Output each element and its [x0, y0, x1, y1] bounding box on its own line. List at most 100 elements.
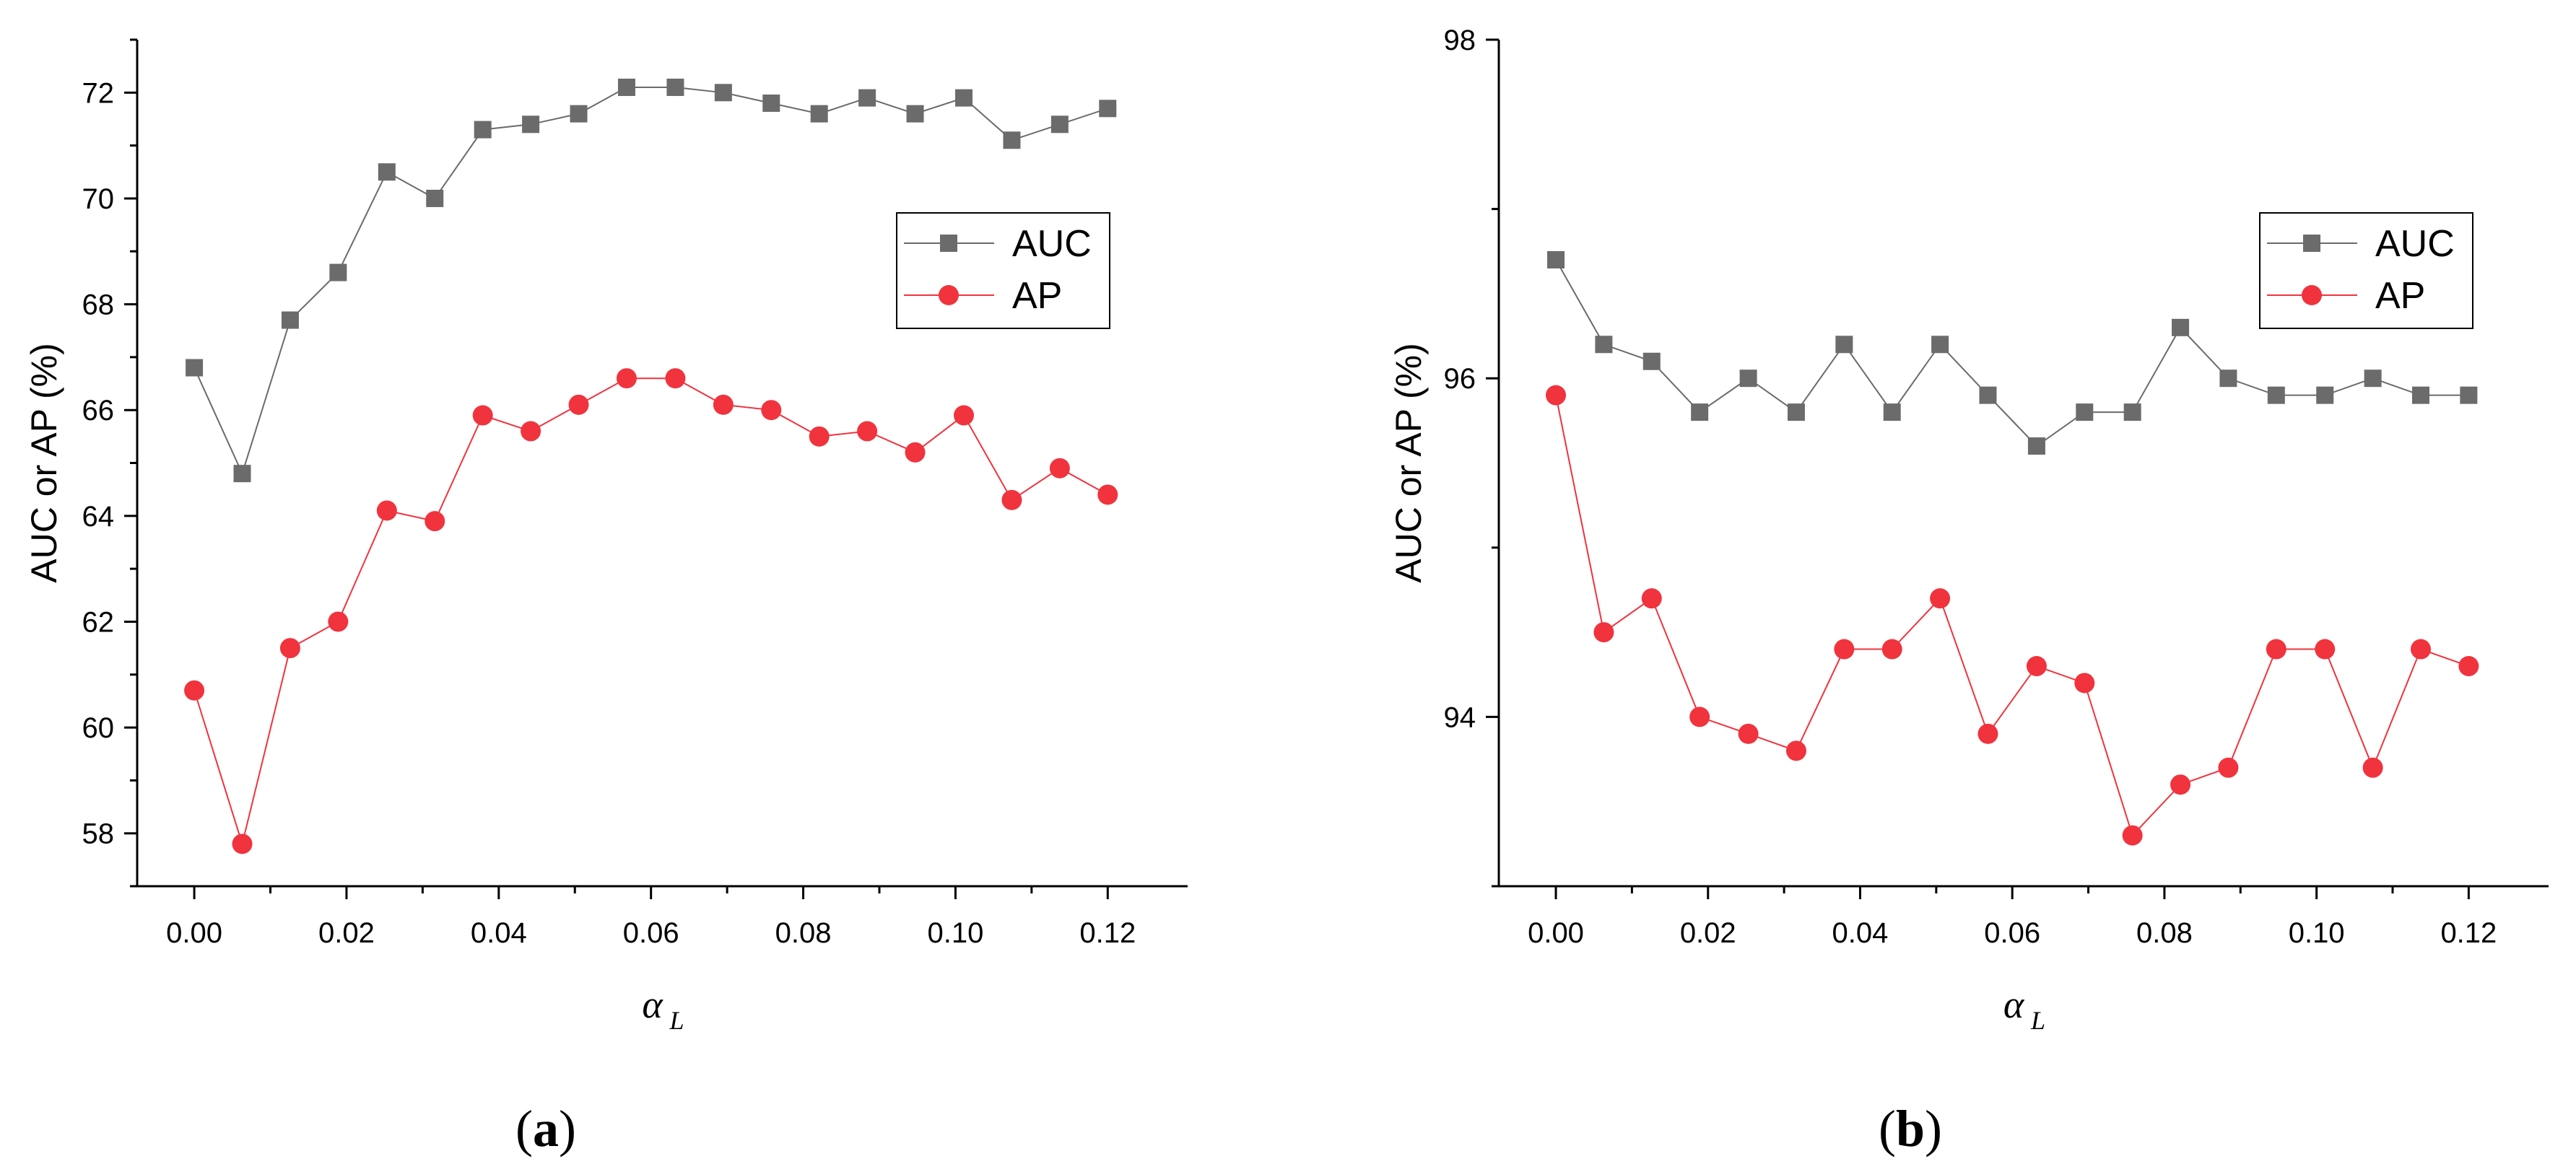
series-line-ap: [193, 377, 1108, 847]
data-point-ap: [279, 638, 300, 659]
data-point-auc: [2411, 386, 2429, 404]
data-point-auc: [1883, 403, 1901, 421]
data-point-ap: [809, 426, 830, 447]
data-point-ap: [2266, 639, 2286, 660]
panel-label: (b): [1879, 1100, 1942, 1158]
data-point-auc: [2172, 318, 2190, 336]
legend-label-ap: AP: [1012, 275, 1062, 317]
data-point-ap: [2218, 757, 2239, 778]
data-point-auc: [1547, 250, 1565, 268]
x-axis-title-subscript: L: [2030, 1006, 2045, 1035]
x-tick-label: 0.02: [318, 917, 375, 949]
panel-label-letter: b: [1896, 1100, 1925, 1158]
legend-label-auc: AUC: [1012, 223, 1092, 265]
data-point-ap: [1097, 484, 1118, 505]
data-point-auc: [858, 89, 876, 107]
data-point-ap: [1738, 723, 1759, 744]
data-point-ap: [328, 611, 349, 632]
data-point-ap: [2458, 656, 2479, 677]
data-point-ap: [472, 405, 493, 426]
panel-label-open-paren: (: [1879, 1100, 1896, 1158]
y-axis-title: AUC or AP (%): [1388, 343, 1429, 583]
x-tick-label: 0.00: [166, 917, 222, 949]
x-tick-label: 0.12: [2440, 917, 2497, 949]
y-tick-label: 98: [1444, 25, 1476, 56]
y-tick-label: 68: [82, 289, 115, 321]
y-tick-label: 66: [82, 395, 115, 427]
data-point-ap: [761, 400, 782, 421]
y-tick-label: 72: [82, 77, 115, 109]
data-point-ap: [857, 421, 878, 442]
x-tick-label: 0.10: [2289, 917, 2345, 949]
data-point-auc: [2219, 369, 2237, 388]
data-point-auc: [2364, 369, 2382, 388]
data-point-ap: [1785, 740, 1806, 761]
panel-label-close-paren: ): [1925, 1100, 1942, 1158]
data-point-ap: [2170, 774, 2191, 795]
x-axis-title: α: [642, 983, 663, 1026]
y-tick-label: 64: [82, 501, 115, 533]
data-point-auc: [955, 89, 973, 107]
y-tick-label: 58: [82, 818, 115, 850]
x-tick-label: 0.08: [2136, 917, 2193, 949]
data-point-auc: [617, 78, 635, 96]
data-point-ap: [232, 834, 253, 854]
data-point-ap: [1689, 707, 1710, 727]
legend-marker-auc: [940, 235, 957, 252]
chart-panel-b: 0.00 0.02 0.04 0.06 0.08 0.10 0.12 94 96 98 AUC or…: [1388, 25, 2549, 1158]
panel-label-letter: a: [533, 1100, 559, 1158]
data-point-auc: [2460, 386, 2478, 404]
y-axis-title: AUC or AP (%): [24, 343, 64, 583]
data-point-ap: [2026, 656, 2047, 677]
x-tick-label: 0.06: [1984, 917, 2040, 949]
data-point-auc: [1739, 369, 1757, 388]
data-point-ap: [376, 500, 397, 521]
data-point-auc: [186, 359, 204, 377]
data-point-auc: [378, 163, 396, 181]
data-point-auc: [281, 311, 299, 329]
x-axis-title-subscript: L: [669, 1006, 684, 1035]
data-point-auc: [233, 465, 251, 483]
y-tick-label: 70: [82, 183, 115, 215]
data-point-ap: [2362, 757, 2383, 778]
legend-label-ap: AP: [2375, 275, 2425, 317]
x-tick-label: 0.12: [1079, 917, 1136, 949]
data-point-auc: [1835, 336, 1853, 354]
data-point-auc: [810, 105, 828, 123]
data-point-ap: [184, 680, 205, 701]
data-point-auc: [906, 105, 924, 123]
data-point-auc: [714, 84, 732, 102]
data-point-ap: [1977, 723, 1998, 744]
data-point-auc: [2316, 386, 2334, 404]
x-tick-label: 0.04: [471, 917, 527, 949]
data-point-ap: [1881, 639, 1902, 660]
data-point-auc: [1050, 115, 1069, 134]
data-point-auc: [426, 189, 444, 207]
data-point-auc: [762, 94, 780, 112]
series-line-ap: [1555, 395, 2469, 837]
data-point-ap: [1641, 588, 1662, 609]
data-point-ap: [2410, 639, 2431, 660]
data-point-ap: [1001, 489, 1022, 510]
data-point-ap: [1546, 385, 1567, 406]
data-point-ap: [713, 394, 734, 415]
data-point-auc: [1691, 403, 1709, 421]
legend-box: [2259, 212, 2473, 329]
legend-marker-ap: [939, 285, 959, 305]
data-point-ap: [1930, 588, 1951, 609]
data-point-auc: [2123, 403, 2141, 421]
data-point-ap: [905, 442, 926, 463]
data-point-ap: [425, 511, 445, 532]
legend-label-auc: AUC: [2375, 223, 2455, 265]
panel-label-close-paren: ): [559, 1100, 576, 1158]
data-point-auc: [1003, 131, 1021, 149]
x-tick-label: 0.00: [1528, 917, 1584, 949]
x-tick-label: 0.08: [775, 917, 832, 949]
data-point-auc: [329, 263, 347, 281]
data-point-ap: [616, 368, 637, 389]
y-tick-label: 96: [1444, 363, 1476, 395]
data-point-ap: [2074, 673, 2095, 694]
data-point-auc: [570, 105, 588, 123]
y-tick-label: 94: [1444, 701, 1476, 733]
legend-marker-ap: [2302, 285, 2322, 305]
